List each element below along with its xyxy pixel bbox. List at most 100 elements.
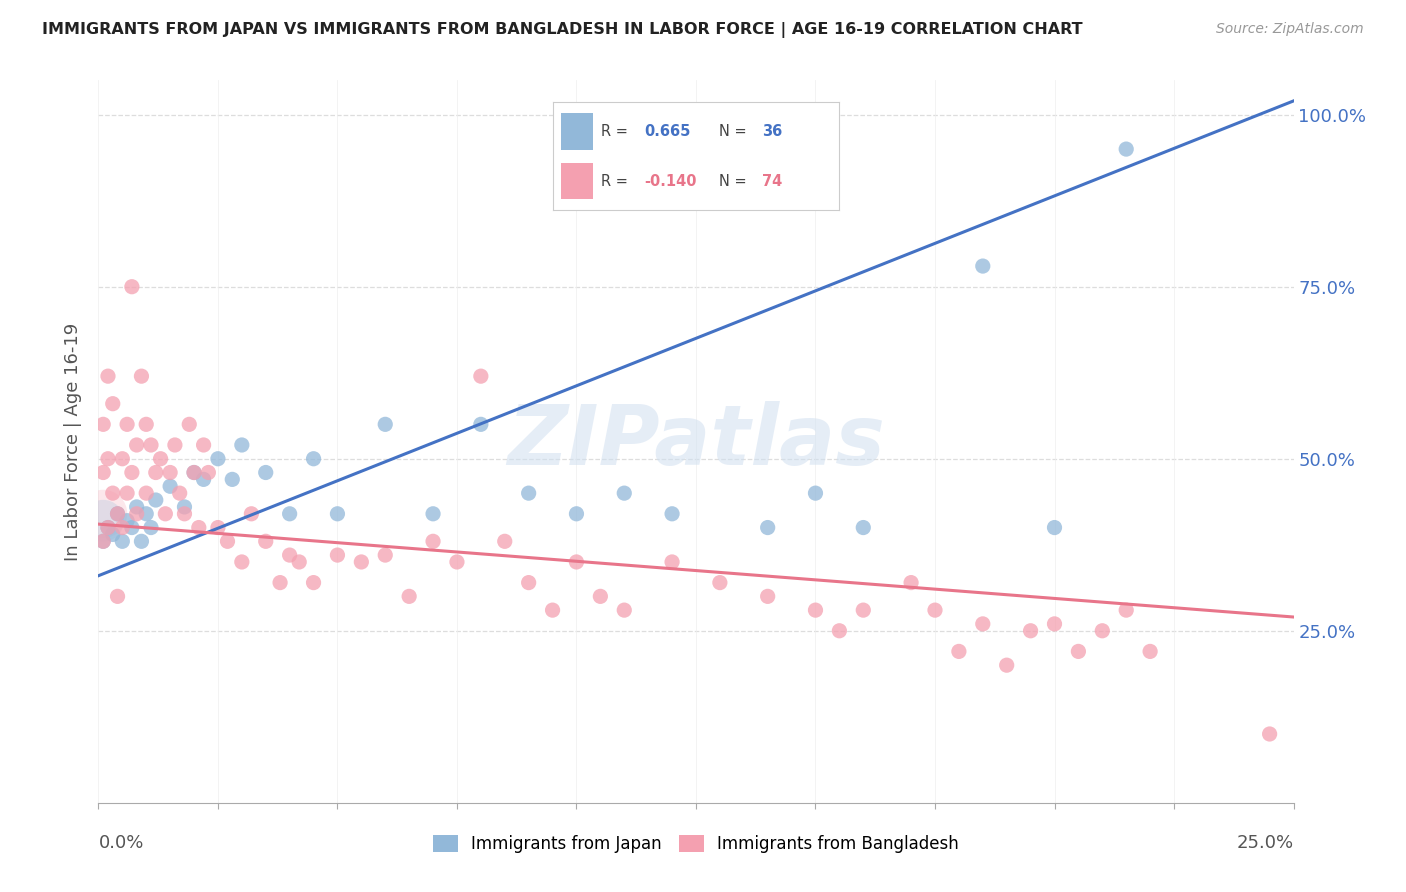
- Point: [1043, 520, 1066, 534]
- Point: [565, 555, 588, 569]
- Point: [145, 493, 167, 508]
- Point: [422, 507, 444, 521]
- Point: [197, 466, 219, 480]
- Text: 25.0%: 25.0%: [1236, 834, 1294, 852]
- Point: [589, 590, 612, 604]
- Point: [115, 514, 138, 528]
- Point: [1139, 644, 1161, 658]
- Point: [541, 603, 564, 617]
- Point: [972, 259, 994, 273]
- Text: IMMIGRANTS FROM JAPAN VS IMMIGRANTS FROM BANGLADESH IN LABOR FORCE | AGE 16-19 C: IMMIGRANTS FROM JAPAN VS IMMIGRANTS FROM…: [42, 22, 1083, 38]
- Point: [125, 438, 148, 452]
- Point: [101, 486, 124, 500]
- Point: [1019, 624, 1042, 638]
- Point: [221, 472, 243, 486]
- Point: [107, 507, 129, 521]
- Point: [1067, 644, 1090, 658]
- Point: [173, 500, 195, 514]
- Point: [187, 520, 209, 534]
- Text: ZIPatlas: ZIPatlas: [508, 401, 884, 482]
- Point: [661, 507, 683, 521]
- Point: [193, 472, 215, 486]
- Point: [517, 486, 540, 500]
- Point: [155, 507, 177, 521]
- Point: [1091, 624, 1114, 638]
- Point: [107, 507, 129, 521]
- Point: [231, 438, 253, 452]
- Point: [207, 451, 229, 466]
- Point: [240, 507, 263, 521]
- Point: [183, 466, 205, 480]
- Point: [278, 507, 301, 521]
- Point: [709, 575, 731, 590]
- Point: [131, 534, 153, 549]
- Point: [231, 555, 253, 569]
- Point: [101, 527, 124, 541]
- Point: [900, 575, 922, 590]
- Point: [101, 397, 124, 411]
- Point: [828, 624, 851, 638]
- Point: [111, 520, 134, 534]
- Point: [948, 644, 970, 658]
- Point: [326, 548, 349, 562]
- Point: [302, 451, 325, 466]
- Point: [326, 507, 349, 521]
- Legend: Immigrants from Japan, Immigrants from Bangladesh: Immigrants from Japan, Immigrants from B…: [426, 828, 966, 860]
- Point: [131, 369, 153, 384]
- Point: [1115, 142, 1137, 156]
- Point: [135, 486, 157, 500]
- Y-axis label: In Labor Force | Age 16-19: In Labor Force | Age 16-19: [65, 322, 83, 561]
- Point: [756, 520, 779, 534]
- Point: [121, 520, 143, 534]
- Point: [278, 548, 301, 562]
- Point: [91, 514, 114, 528]
- Point: [374, 417, 396, 432]
- Point: [207, 520, 229, 534]
- Point: [183, 466, 205, 480]
- Point: [470, 369, 492, 384]
- Point: [97, 369, 120, 384]
- Point: [269, 575, 291, 590]
- Point: [804, 486, 827, 500]
- Point: [217, 534, 239, 549]
- Point: [613, 603, 636, 617]
- Point: [254, 466, 277, 480]
- Point: [302, 575, 325, 590]
- Point: [661, 555, 683, 569]
- Point: [470, 417, 492, 432]
- Point: [91, 534, 114, 549]
- Point: [374, 548, 396, 562]
- Point: [159, 479, 181, 493]
- Point: [97, 520, 120, 534]
- Point: [149, 451, 172, 466]
- Point: [125, 500, 148, 514]
- Point: [135, 417, 157, 432]
- Point: [91, 507, 114, 521]
- Point: [613, 486, 636, 500]
- Point: [422, 534, 444, 549]
- Point: [179, 417, 201, 432]
- Point: [121, 466, 143, 480]
- Point: [91, 534, 114, 549]
- Point: [852, 603, 875, 617]
- Point: [163, 438, 186, 452]
- Point: [995, 658, 1018, 673]
- Point: [288, 555, 311, 569]
- Point: [852, 520, 875, 534]
- Point: [756, 590, 779, 604]
- Point: [1258, 727, 1281, 741]
- Point: [398, 590, 420, 604]
- Point: [924, 603, 946, 617]
- Text: 0.0%: 0.0%: [98, 834, 143, 852]
- Point: [145, 466, 167, 480]
- Point: [169, 486, 191, 500]
- Point: [517, 575, 540, 590]
- Point: [972, 616, 994, 631]
- Point: [446, 555, 468, 569]
- Point: [111, 451, 134, 466]
- Point: [565, 507, 588, 521]
- Point: [350, 555, 373, 569]
- Point: [125, 507, 148, 521]
- Point: [173, 507, 195, 521]
- Point: [111, 534, 134, 549]
